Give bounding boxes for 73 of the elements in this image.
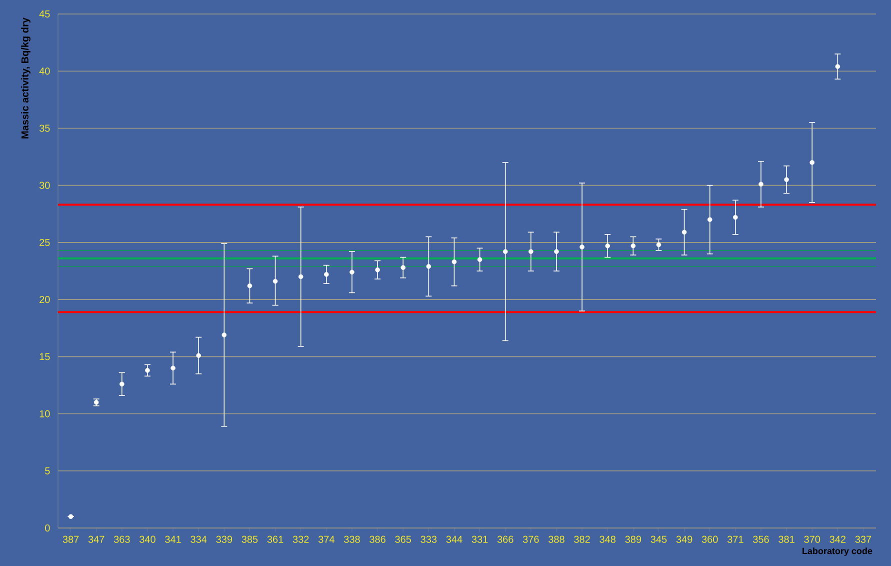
- x-tick-label: 365: [395, 536, 412, 543]
- x-axis-title: Laboratory code: [802, 548, 872, 556]
- x-tick-label: 348: [600, 536, 616, 543]
- x-tick-label: 386: [370, 536, 386, 543]
- point: [170, 366, 176, 370]
- x-tick-label: 349: [676, 536, 692, 543]
- point: [707, 217, 712, 222]
- x-tick-label: 382: [574, 536, 590, 543]
- point: [682, 230, 687, 235]
- x-tick-label: 331: [472, 536, 488, 543]
- y-tick-label: 30: [39, 182, 50, 189]
- x-tick-label: 338: [344, 536, 360, 543]
- point: [502, 249, 508, 254]
- x-tick-label: 374: [318, 536, 334, 543]
- x-tick-label: 363: [114, 536, 130, 543]
- y-tick-label: 45: [39, 10, 50, 18]
- y-tick-label: 40: [39, 68, 50, 75]
- y-tick-label: 0: [45, 524, 50, 532]
- point: [298, 274, 304, 280]
- y-tick-label: 25: [40, 238, 50, 246]
- x-tick-label: 385: [242, 536, 258, 543]
- point: [835, 64, 840, 69]
- x-tick-label: 370: [804, 536, 820, 543]
- point: [554, 249, 559, 254]
- x-tick-label: 341: [165, 536, 181, 543]
- y-tick-label: 5: [45, 467, 50, 474]
- x-tick-label: 366: [497, 536, 514, 543]
- point: [452, 259, 457, 264]
- y-tick-label: 15: [40, 353, 50, 360]
- point: [400, 265, 406, 270]
- point: [196, 353, 201, 358]
- point: [375, 267, 380, 272]
- x-tick-label: 344: [446, 536, 462, 543]
- point: [120, 382, 124, 386]
- x-tick-label: 356: [753, 536, 769, 543]
- point: [324, 272, 329, 277]
- point: [758, 182, 764, 187]
- x-tick-label: 333: [420, 536, 437, 543]
- point: [605, 243, 610, 248]
- x-tick-label: 334: [190, 536, 207, 543]
- x-tick-label: 361: [267, 536, 284, 543]
- x-tick-label: 342: [830, 536, 846, 543]
- point: [222, 332, 227, 338]
- x-tick-label: 376: [522, 536, 539, 543]
- x-tick-label: 371: [727, 536, 744, 543]
- x-tick-label: 339: [216, 536, 232, 543]
- y-tick-label: 35: [39, 124, 50, 132]
- point: [784, 177, 789, 182]
- point: [656, 242, 662, 248]
- point: [733, 214, 738, 220]
- point: [630, 243, 636, 248]
- x-tick-label: 345: [650, 536, 667, 543]
- x-tick-label: 337: [855, 536, 872, 543]
- x-tick-label: 360: [702, 536, 718, 543]
- y-tick-label: 20: [40, 296, 50, 304]
- point: [350, 270, 354, 275]
- x-tick-label: 388: [548, 536, 564, 543]
- y-tick-label: 10: [40, 410, 50, 418]
- point: [477, 257, 482, 262]
- point: [810, 160, 814, 165]
- point: [247, 283, 252, 288]
- y-axis-title: Massic activity, Bq/kg dry: [21, 18, 30, 138]
- x-tick-label: 387: [62, 536, 79, 543]
- x-tick-label: 340: [140, 536, 156, 543]
- point: [528, 249, 534, 254]
- point: [272, 278, 278, 284]
- point: [580, 244, 584, 250]
- x-tick-label: 381: [778, 536, 794, 543]
- point: [145, 368, 150, 373]
- x-tick-label: 332: [292, 536, 309, 543]
- x-tick-label: 347: [88, 536, 104, 543]
- point: [426, 264, 432, 269]
- x-tick-label: 389: [625, 536, 642, 543]
